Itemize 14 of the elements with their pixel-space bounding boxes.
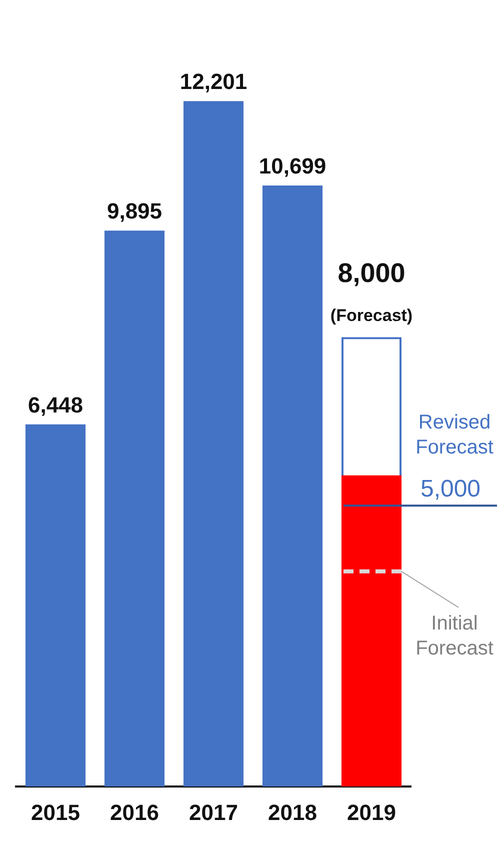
- data-label: 10,699: [258, 153, 326, 178]
- data-label: 8,000: [338, 258, 406, 288]
- data-label: 6,448: [28, 392, 84, 418]
- data-label: 12,201: [180, 69, 248, 94]
- annotation: (Forecast): [330, 306, 413, 326]
- annotation: 5,000: [420, 476, 481, 503]
- x-tick-label: 2015: [31, 800, 80, 825]
- data-label: 9,895: [106, 198, 162, 224]
- ref-line-label: Revised Forecast: [416, 412, 494, 459]
- x-tick-label: 2018: [268, 800, 317, 825]
- x-tick-label: 2016: [110, 800, 159, 825]
- ref-line-label: Initial Forecast: [416, 612, 494, 660]
- x-tick-label: 2019: [347, 800, 396, 825]
- x-tick-label: 2017: [189, 800, 238, 825]
